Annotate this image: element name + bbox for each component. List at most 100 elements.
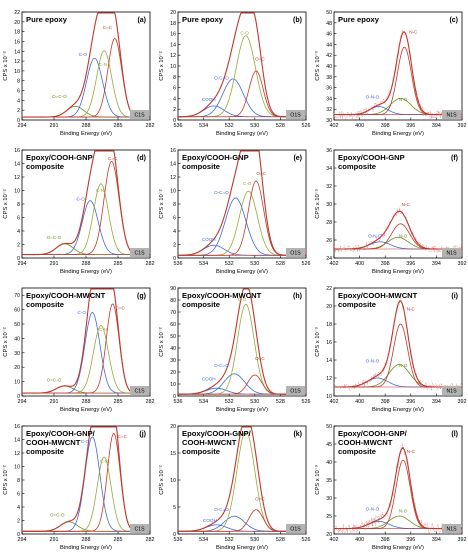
- x-tick-label: 528: [276, 399, 285, 405]
- x-axis-label: Binding Energy (eV): [216, 131, 268, 137]
- x-tick-label: 526: [302, 537, 311, 543]
- peak-label: N-O: [399, 508, 408, 513]
- x-tick-label: 526: [302, 399, 311, 405]
- y-tick-label: 70: [14, 293, 20, 299]
- y-tick-label: 44: [326, 42, 332, 48]
- peak-label: C-N: [99, 327, 107, 332]
- peak-label: C-O: [81, 439, 90, 444]
- panel-title: composite: [182, 300, 220, 309]
- x-tick-label: 396: [406, 123, 415, 129]
- plot-frame: [333, 149, 463, 259]
- x-axis-label: Binding Energy (eV): [60, 545, 112, 550]
- y-tick-label: 30: [14, 351, 20, 357]
- x-tick-label: 398: [381, 537, 390, 543]
- peak-label: O-C=O: [214, 190, 229, 195]
- x-tick-label: 534: [199, 537, 208, 543]
- y-tick-label: 18: [326, 322, 332, 328]
- y-tick-label: 12: [14, 451, 20, 457]
- y-tick-label: 26: [326, 238, 332, 244]
- x-tick-label: 526: [302, 123, 311, 129]
- panel-title: Epoxy/COOH-GNP: [26, 153, 93, 162]
- peak-label: C-O: [238, 432, 247, 437]
- peak-label: O=C: [255, 356, 265, 361]
- panel-tag: (f): [451, 155, 458, 162]
- y-tick-label: 30: [326, 496, 332, 502]
- panel-title: Pure epoxy: [26, 15, 68, 24]
- x-tick-label: 285: [114, 123, 123, 129]
- y-axis-label: CPS x 10⁻²: [3, 189, 9, 219]
- y-tick-label: 10: [14, 189, 20, 195]
- y-tick-label: 38: [326, 75, 332, 81]
- region-label: C1S: [134, 113, 145, 119]
- y-tick-label: 4: [17, 98, 20, 104]
- chart-panel-a: 0 2 4 6 8 10 12 14 16 18 20 22 294 291 288 285 282 Bindin…: [3, 10, 155, 137]
- y-tick-label: 8: [17, 79, 20, 85]
- region-label: C1S: [134, 527, 145, 533]
- x-tick-label: 288: [82, 399, 91, 405]
- y-tick-label: 34: [326, 166, 332, 172]
- x-tick-label: 528: [276, 261, 285, 267]
- x-tick-label: 291: [50, 399, 59, 405]
- panel-title: Pure epoxy: [182, 15, 224, 24]
- y-tick-label: 0: [173, 394, 176, 400]
- peak-label: C-O: [78, 310, 87, 315]
- fitted-envelope: [334, 447, 462, 530]
- x-tick-label: 294: [18, 261, 27, 267]
- x-tick-label: 402: [330, 537, 339, 543]
- x-tick-label: 288: [82, 537, 91, 543]
- y-tick-label: 60: [14, 308, 20, 314]
- y-tick-label: 10: [14, 380, 20, 386]
- peak-label: O=C-O: [52, 94, 67, 99]
- peak-label: O-N-O: [366, 94, 380, 99]
- y-tick-label: 22: [326, 286, 332, 292]
- y-tick-label: 18: [14, 30, 20, 36]
- y-tick-label: 14: [14, 162, 20, 168]
- y-tick-label: 30: [326, 118, 332, 124]
- y-tick-label: 16: [14, 39, 20, 45]
- region-label: N1S: [446, 527, 457, 533]
- y-axis-label: CPS x 10⁻²: [3, 51, 9, 81]
- x-tick-label: 291: [50, 261, 59, 267]
- y-tick-label: 0: [17, 532, 20, 538]
- y-tick-label: 6: [173, 216, 176, 222]
- x-tick-label: 532: [225, 123, 234, 129]
- peak-label: C=C: [103, 25, 113, 30]
- panel-title: Epoxy/COOH-GNP: [182, 153, 249, 162]
- x-tick-label: 288: [82, 261, 91, 267]
- x-axis-label: Binding Energy (eV): [60, 131, 112, 137]
- y-axis-label: CPS x 10⁻²: [3, 327, 9, 357]
- y-tick-label: 28: [326, 220, 332, 226]
- y-tick-label: 4: [173, 96, 176, 102]
- y-tick-label: 10: [170, 189, 176, 195]
- fitted-envelope: [22, 150, 150, 256]
- y-tick-label: 14: [14, 438, 20, 444]
- y-tick-label: 10: [326, 394, 332, 400]
- peak-label: N-C: [407, 307, 416, 312]
- panel-title: Pure epoxy: [338, 15, 380, 24]
- x-tick-label: 394: [432, 123, 441, 129]
- y-tick-label: 50: [326, 10, 332, 16]
- y-tick-label: 20: [170, 10, 176, 16]
- region-badge: [286, 248, 305, 257]
- x-tick-label: 392: [458, 399, 467, 405]
- y-tick-label: 6: [17, 216, 20, 222]
- region-badge: [130, 524, 149, 533]
- panel-tag: (d): [137, 155, 146, 162]
- peak-label: N-C: [409, 30, 418, 35]
- peak-label: C-O: [243, 181, 252, 186]
- y-tick-label: 4: [17, 505, 20, 511]
- y-tick-label: 18: [170, 21, 176, 27]
- chart-panel-i: 10 12 14 16 18 20 22 402 400 398 396 394 392 Binding …: [315, 286, 467, 413]
- y-tick-label: 8: [17, 478, 20, 484]
- panel-title: composite: [26, 300, 64, 309]
- y-tick-label: 8: [173, 202, 176, 208]
- peak-label: N-O: [399, 233, 408, 238]
- x-tick-label: 532: [225, 537, 234, 543]
- panel-tag: (l): [451, 431, 458, 438]
- raw-spectrum: [333, 207, 463, 254]
- y-tick-label: 30: [170, 358, 176, 364]
- peak-label: O-N-O: [368, 233, 382, 238]
- y-tick-label: 12: [326, 376, 332, 382]
- x-axis-label: Binding Energy (eV): [372, 131, 424, 137]
